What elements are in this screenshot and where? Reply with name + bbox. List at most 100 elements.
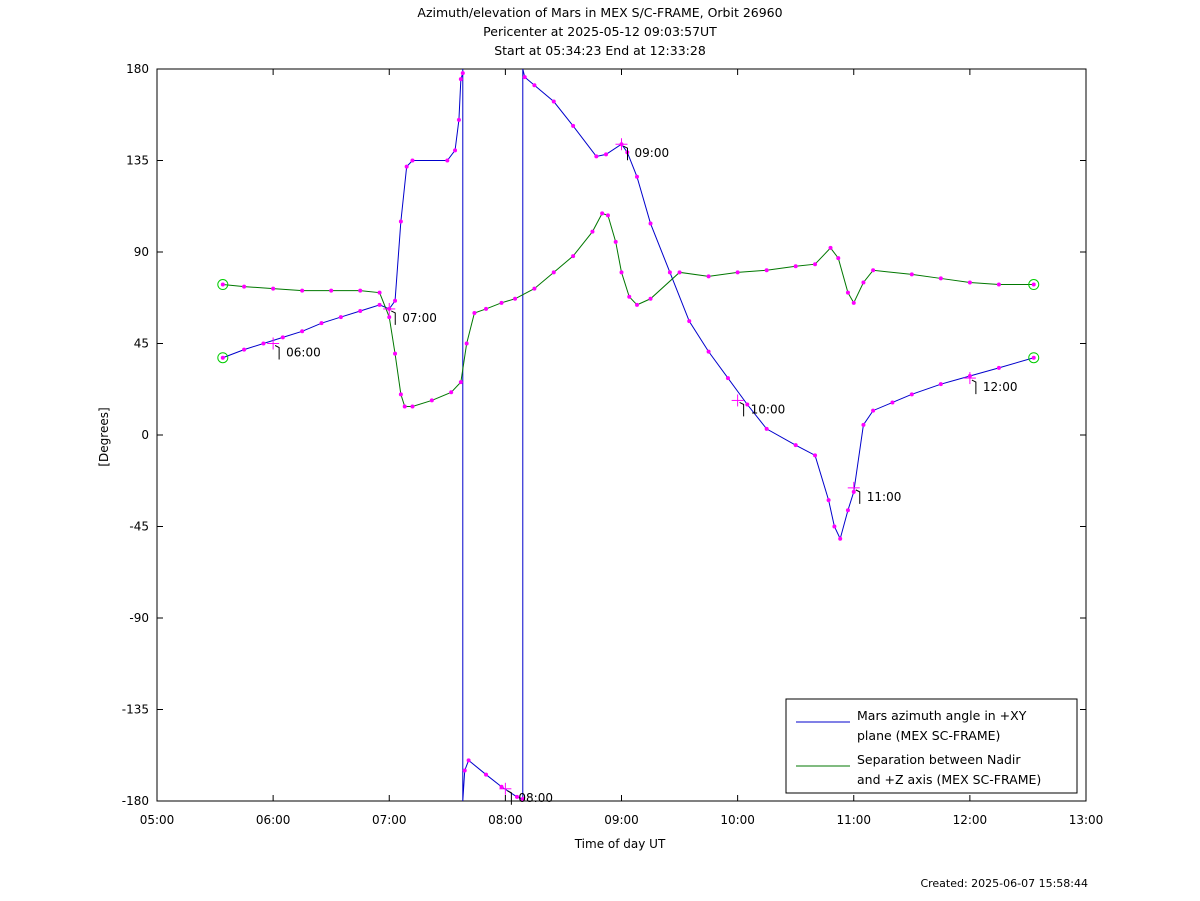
legend: Mars azimuth angle in +XY plane (MEX SC-…: [785, 698, 1078, 794]
hour-annotation-label: 06:00: [286, 346, 321, 360]
endpoint-marker: [217, 279, 229, 291]
data-point-marker: [1031, 355, 1036, 360]
series-line-azimuth: [222, 69, 1034, 801]
data-point-marker: [466, 758, 471, 763]
data-point-marker: [472, 311, 477, 315]
data-point-marker: [836, 256, 841, 261]
chart-title: Azimuth/elevation of Mars in MEX S/C-FRA…: [417, 5, 783, 20]
data-point-marker: [280, 335, 285, 340]
x-axis: 05:00 06:00 07:00 08:00 09:00 10:00 11:00 12:00…: [140, 69, 1104, 827]
data-point-marker: [551, 270, 556, 275]
data-point-marker: [319, 321, 324, 326]
data-point-marker: [551, 99, 556, 104]
data-point-marker: [462, 768, 467, 773]
data-point-marker: [861, 422, 866, 427]
data-point-marker: [793, 264, 798, 269]
chart-subtitle-2: Start at 05:34:23 End at 12:33:28: [494, 43, 706, 58]
x-tick-label: 05:00: [140, 813, 175, 827]
data-point-marker: [613, 239, 618, 244]
hour-hook: [855, 489, 861, 504]
markers-layer: [217, 71, 1040, 801]
data-point-marker: [706, 274, 711, 279]
data-point-marker: [764, 426, 769, 431]
data-point-marker: [909, 272, 914, 277]
data-point-marker: [499, 300, 504, 305]
data-point-marker: [764, 268, 769, 273]
data-point-marker: [271, 286, 276, 291]
data-point-marker: [619, 270, 624, 275]
data-point-marker: [398, 392, 403, 397]
data-point-marker: [410, 404, 415, 409]
data-point-marker: [590, 229, 595, 234]
data-point-marker: [514, 794, 519, 799]
hour-annotation-label: 07:00: [402, 311, 437, 325]
endpoint-marker: [1028, 352, 1040, 364]
y-axis-label: [Degrees]: [97, 407, 111, 466]
data-point-marker: [938, 382, 943, 387]
data-point-marker: [838, 536, 843, 541]
data-point-marker: [648, 221, 653, 226]
x-axis-label: Time of day UT: [574, 837, 666, 851]
data-point-marker: [484, 306, 489, 311]
legend-box: [785, 698, 1078, 794]
data-point-marker: [594, 154, 599, 159]
data-point-marker: [1031, 282, 1036, 287]
endpoint-marker: [1028, 279, 1040, 291]
chart-subtitle: Pericenter at 2025-05-12 09:03:57UT: [483, 24, 717, 39]
data-point-marker: [826, 498, 831, 503]
data-point-marker: [845, 290, 850, 295]
data-point-marker: [735, 270, 740, 275]
hour-hook: [623, 145, 628, 161]
data-point-marker: [499, 784, 504, 789]
y-tick-label: -45: [129, 520, 149, 534]
hour-annotation-label: 08:00: [518, 791, 553, 805]
y-axis: 180 135 90 45 0 -45 -90 -135 -180: [122, 62, 1086, 808]
y-tick-label: 180: [126, 62, 149, 76]
data-point-marker: [996, 365, 1001, 370]
x-tick-label: 06:00: [256, 813, 291, 827]
data-point-marker: [520, 796, 525, 801]
data-point-marker: [967, 280, 972, 285]
x-tick-label: 11:00: [836, 813, 871, 827]
data-point-marker: [996, 282, 1001, 287]
data-point-marker: [634, 174, 639, 179]
y-tick-label: -180: [122, 794, 149, 808]
hour-hook: [507, 790, 512, 805]
data-point-marker: [464, 341, 469, 346]
series-layer: [222, 69, 1034, 801]
data-point-marker: [449, 390, 454, 395]
y-tick-label: 45: [134, 337, 149, 351]
hour-annotation-label: 11:00: [867, 490, 902, 504]
data-point-marker: [429, 398, 434, 403]
hour-annotation-label: 09:00: [635, 146, 670, 160]
data-point-marker: [687, 319, 692, 324]
x-tick-label: 08:00: [488, 813, 523, 827]
data-point-marker: [677, 270, 682, 275]
legend-label-azimuth: Mars azimuth angle in +XY plane (MEX SC-…: [857, 708, 1030, 743]
data-point-marker: [605, 213, 610, 218]
data-point-marker: [453, 148, 458, 153]
created-timestamp: Created: 2025-06-07 15:58:44: [920, 877, 1088, 890]
data-point-marker: [220, 282, 225, 287]
x-tick-label: 12:00: [953, 813, 988, 827]
data-point-marker: [329, 288, 334, 293]
data-point-marker: [393, 351, 398, 356]
data-point-marker: [522, 75, 527, 80]
data-point-marker: [604, 152, 609, 157]
data-point-marker: [938, 276, 943, 281]
legend-label-separation: Separation between Nadir and +Z axis (ME…: [857, 752, 1041, 787]
annotations-layer: 06:00 07:00 08:00 09:00 10:00 11:00 12:00: [267, 138, 1017, 805]
hour-annotation-label: 12:00: [983, 380, 1018, 394]
data-point-marker: [460, 71, 465, 76]
data-point-marker: [338, 315, 343, 320]
data-point-marker: [832, 524, 837, 529]
y-tick-label: 0: [141, 428, 149, 442]
data-point-marker: [600, 211, 605, 216]
x-tick-label: 07:00: [372, 813, 407, 827]
data-point-marker: [358, 308, 363, 313]
data-point-marker: [393, 298, 398, 303]
x-tick-label: 13:00: [1069, 813, 1104, 827]
data-point-marker: [445, 158, 450, 163]
data-point-marker: [261, 341, 266, 346]
